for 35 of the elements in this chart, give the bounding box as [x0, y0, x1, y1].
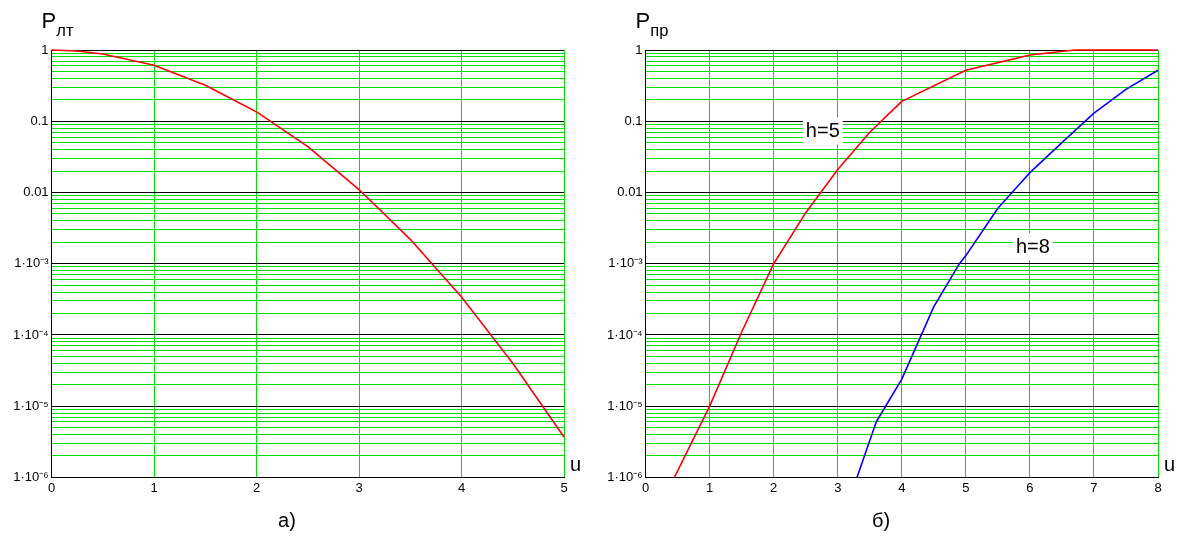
y-tick-label: 1·10⁻⁴ — [607, 326, 643, 342]
y-tick-label: 0.1 — [624, 112, 643, 128]
y-tick-label: 1·10⁻³ — [608, 255, 644, 271]
x-tick-label: 0 — [641, 479, 650, 495]
y-tick-label: 1 — [635, 41, 643, 57]
x-axis-title: u — [570, 453, 582, 476]
y-tick-label: 1·10⁻³ — [14, 255, 50, 271]
y-tick-label: 0.01 — [617, 184, 643, 200]
text: б) — [871, 508, 891, 531]
y-tick-label: 1·10⁻⁵ — [13, 397, 49, 413]
x-tick-label: 4 — [457, 479, 466, 495]
series-label: h=5 — [805, 119, 840, 142]
x-axis-title: u — [1164, 453, 1176, 476]
x-tick-label: 5 — [560, 479, 568, 495]
x-tick-label: 7 — [1090, 479, 1098, 495]
text: а) — [278, 508, 296, 531]
series-label: h=8 — [1015, 235, 1050, 258]
y-tick-label: 1·10⁻⁶ — [607, 468, 643, 484]
x-tick-label: 2 — [252, 479, 261, 495]
x-tick-label: 5 — [962, 479, 970, 495]
x-tick-label: 8 — [1154, 479, 1162, 495]
x-tick-label: 0 — [47, 479, 56, 495]
x-tick-label: 4 — [898, 479, 906, 495]
x-tick-label: 1 — [706, 479, 714, 495]
y-tick-label: 1·10⁻⁵ — [607, 397, 643, 413]
x-tick-label: 6 — [1026, 479, 1034, 495]
y-tick-label: 1·10⁻⁴ — [13, 326, 49, 342]
x-tick-label: 2 — [770, 479, 778, 495]
y-tick-label: 1·10⁻⁶ — [13, 468, 49, 484]
y-tick-label: 0.01 — [23, 184, 49, 200]
x-tick-label: 3 — [834, 479, 842, 495]
y-tick-label: 0.1 — [30, 112, 49, 128]
x-tick-label: 3 — [355, 479, 363, 495]
x-tick-label: 1 — [150, 479, 158, 495]
y-tick-label: 1 — [41, 41, 49, 57]
